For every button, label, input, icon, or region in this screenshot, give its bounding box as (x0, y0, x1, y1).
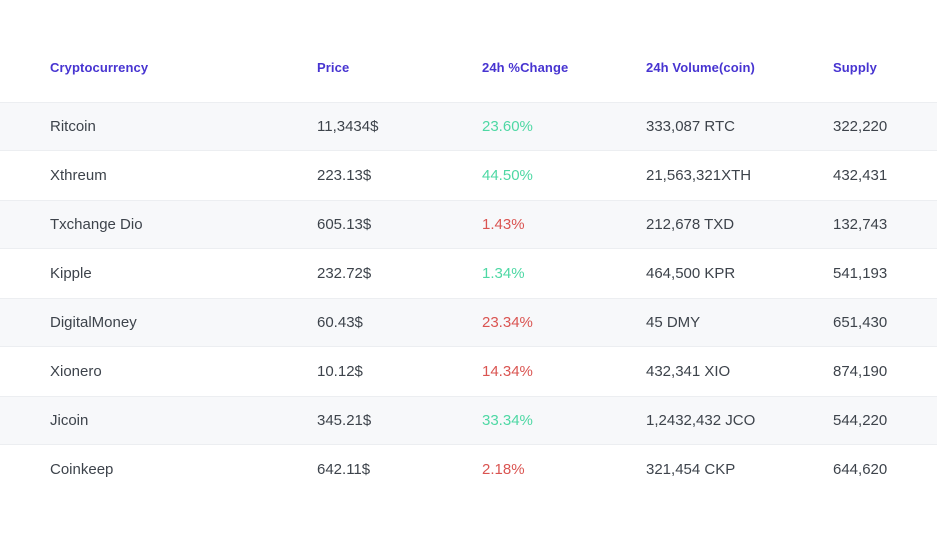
table-row[interactable]: Txchange Dio 605.13$ 1.43% 212,678 TXD 1… (0, 200, 937, 249)
table-row[interactable]: Xionero 10.12$ 14.34% 432,341 XIO 874,19… (0, 347, 937, 396)
coin-name: Kipple (50, 265, 92, 282)
coin-change: 33.34% (482, 412, 533, 429)
coin-volume: 321,454 CKP (646, 461, 736, 478)
coin-supply: 132,743 (833, 216, 888, 233)
coin-name: DigitalMoney (50, 314, 137, 331)
table-row[interactable]: DigitalMoney 60.43$ 23.34% 45 DMY 651,43… (0, 298, 937, 347)
column-header-cryptocurrency: Cryptocurrency (50, 60, 149, 75)
column-header-price: Price (317, 60, 350, 75)
table-header-row: Cryptocurrency Price 24h %Change 24h Vol… (0, 55, 937, 80)
crypto-table: Cryptocurrency Price 24h %Change 24h Vol… (0, 55, 937, 494)
coin-name: Coinkeep (50, 461, 114, 478)
coin-change: 1.43% (482, 216, 525, 233)
coin-volume: 432,341 XIO (646, 363, 731, 380)
column-header-supply: Supply (833, 60, 877, 75)
coin-change: 14.34% (482, 363, 533, 380)
coin-price: 10.12$ (317, 363, 363, 380)
coin-supply: 544,220 (833, 412, 888, 429)
coin-volume: 1,2432,432 JCO (646, 412, 756, 429)
column-header-change: 24h %Change (482, 60, 569, 75)
coin-price: 345.21$ (317, 412, 372, 429)
table-row[interactable]: Ritcoin 11,3434$ 23.60% 333,087 RTC 322,… (0, 102, 937, 151)
coin-supply: 432,431 (833, 167, 888, 184)
coin-supply: 322,220 (833, 118, 888, 135)
column-header-volume: 24h Volume(coin) (646, 60, 755, 75)
coin-change: 44.50% (482, 167, 533, 184)
coin-supply: 874,190 (833, 363, 888, 380)
coin-supply: 541,193 (833, 265, 888, 282)
coin-name: Ritcoin (50, 118, 96, 135)
coin-volume: 21,563,321XTH (646, 167, 752, 184)
coin-price: 232.72$ (317, 265, 372, 282)
coin-name: Xthreum (50, 167, 107, 184)
coin-change: 23.34% (482, 314, 533, 331)
coin-supply: 644,620 (833, 461, 888, 478)
coin-price: 11,3434$ (317, 118, 379, 135)
coin-price: 642.11$ (317, 461, 371, 478)
coin-change: 23.60% (482, 118, 533, 135)
coin-name: Jicoin (50, 412, 89, 429)
coin-change: 1.34% (482, 265, 525, 282)
table-row[interactable]: Jicoin 345.21$ 33.34% 1,2432,432 JCO 544… (0, 396, 937, 445)
coin-price: 605.13$ (317, 216, 372, 233)
table-row[interactable]: Kipple 232.72$ 1.34% 464,500 KPR 541,193 (0, 249, 937, 298)
coin-supply: 651,430 (833, 314, 888, 331)
coin-name: Txchange Dio (50, 216, 143, 233)
coin-volume: 212,678 TXD (646, 216, 735, 233)
coin-volume: 464,500 KPR (646, 265, 736, 282)
table-row[interactable]: Coinkeep 642.11$ 2.18% 321,454 CKP 644,6… (0, 445, 937, 494)
coin-price: 223.13$ (317, 167, 372, 184)
coin-volume: 333,087 RTC (646, 118, 735, 135)
table-row[interactable]: Xthreum 223.13$ 44.50% 21,563,321XTH 432… (0, 151, 937, 200)
coin-volume: 45 DMY (646, 314, 701, 331)
coin-price: 60.43$ (317, 314, 363, 331)
coin-name: Xionero (50, 363, 102, 380)
coin-change: 2.18% (482, 461, 525, 478)
